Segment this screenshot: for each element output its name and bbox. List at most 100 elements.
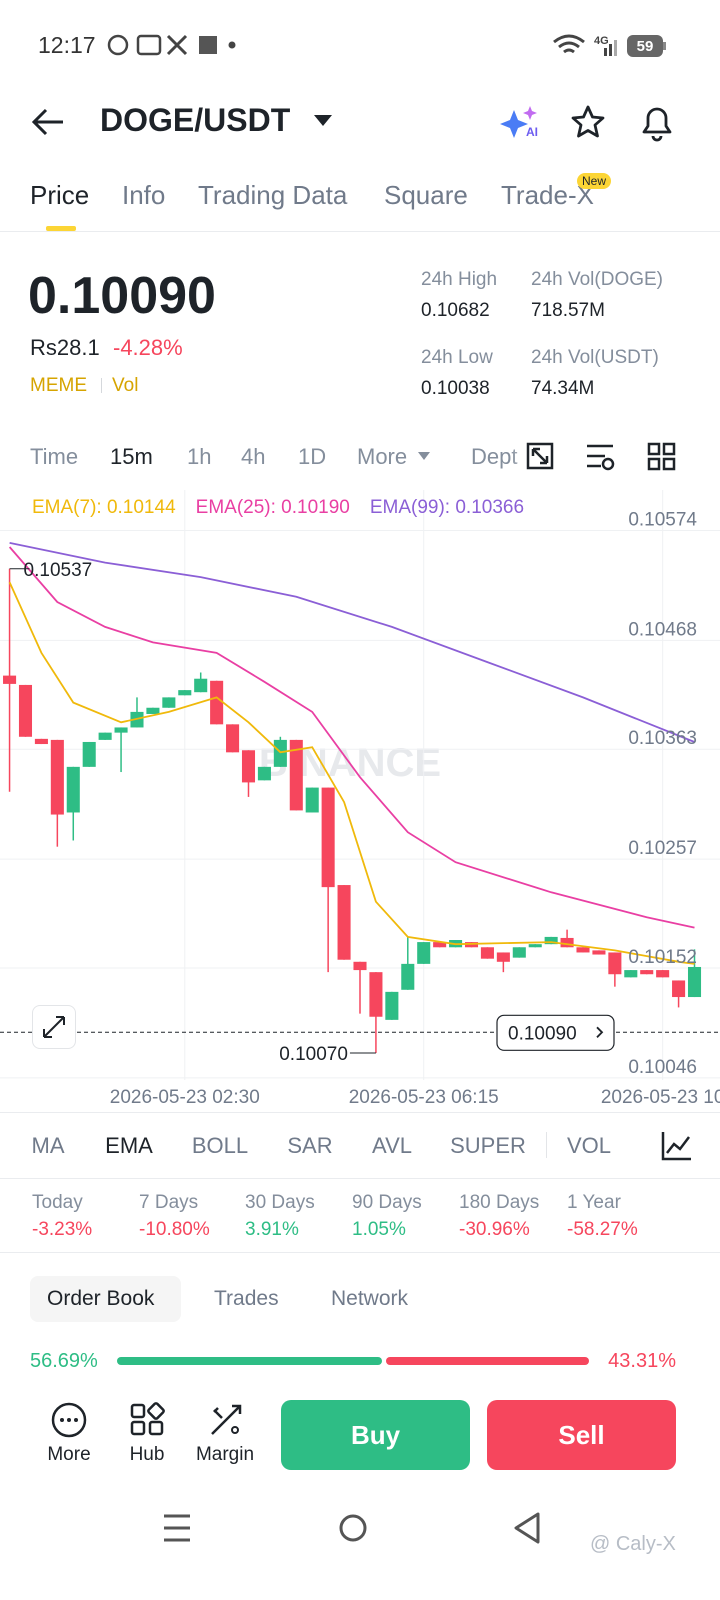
buy-button[interactable]: Buy	[281, 1400, 470, 1470]
candle-body	[353, 961, 367, 971]
buy-ratio: 56.69%	[30, 1350, 98, 1372]
divider	[0, 1252, 720, 1253]
y-tick-label: 0.10257	[628, 838, 697, 859]
high-annotation: 0.10537	[24, 560, 93, 581]
period-change: 1.05%	[352, 1219, 406, 1240]
indicator-settings[interactable]	[660, 1130, 694, 1162]
last-price: 0.10090	[28, 267, 216, 325]
nav-item[interactable]: Margin	[195, 1444, 255, 1465]
indicator[interactable]: EMA	[105, 1133, 153, 1158]
ema-line	[8, 581, 695, 965]
stat-label: 24h Vol(DOGE)	[531, 269, 663, 290]
battery-level: 59	[637, 38, 654, 55]
period-label: 7 Days	[139, 1192, 199, 1213]
period-label: 180 Days	[459, 1192, 540, 1213]
divider	[0, 1112, 720, 1113]
pair-title[interactable]: DOGE/USDT	[100, 102, 291, 138]
system-icons: 4G 59	[553, 34, 666, 57]
period-change: -30.96%	[459, 1219, 530, 1240]
candle-body	[226, 724, 240, 753]
sell-button[interactable]: Sell	[487, 1400, 676, 1470]
alert-button[interactable]	[638, 102, 676, 142]
indicator[interactable]: MA	[31, 1133, 65, 1158]
stat-label: 24h High	[421, 269, 498, 290]
book-tab[interactable]: Order Book	[47, 1287, 155, 1310]
candle-body	[337, 885, 351, 960]
pair-dropdown[interactable]	[312, 113, 334, 127]
indicator[interactable]: SUPER	[450, 1133, 526, 1158]
candle-body	[687, 966, 702, 998]
separator	[101, 378, 102, 393]
back-button[interactable]	[30, 104, 70, 140]
book-tab[interactable]: Trades	[214, 1287, 279, 1310]
candle-body	[401, 963, 415, 990]
y-tick-label: 0.10468	[628, 619, 697, 640]
divider	[0, 231, 720, 232]
candle-body	[417, 942, 431, 964]
candle-body	[512, 947, 526, 958]
interval[interactable]: 15m	[110, 444, 153, 469]
nav-item[interactable]: More	[47, 1444, 91, 1465]
svg-text:AI: AI	[526, 125, 538, 139]
interval[interactable]: 1h	[187, 444, 212, 469]
candle-body	[544, 936, 558, 945]
stat-label: 24h Low	[421, 347, 493, 368]
status-time: 12:17	[38, 32, 96, 58]
tag[interactable]: MEME	[30, 375, 87, 396]
fullscreen-button[interactable]	[32, 1005, 76, 1049]
indicator[interactable]: BOLL	[191, 1133, 249, 1158]
tab[interactable]: Square	[384, 180, 468, 210]
ai-button[interactable]: AI	[500, 104, 542, 140]
interval[interactable]: More	[357, 444, 408, 469]
period-label: 1 Year	[567, 1192, 621, 1213]
indicator[interactable]: AVL	[372, 1133, 412, 1158]
stat-label: 24h Vol(USDT)	[531, 347, 659, 368]
stat-value: 718.57M	[531, 300, 605, 321]
active-tab-bg	[30, 1276, 181, 1322]
separator	[546, 1132, 547, 1158]
interval[interactable]: 1D	[298, 444, 327, 469]
price-chart[interactable]: BINANCE 0.105740.104680.103630.102570.10…	[0, 488, 720, 1082]
ratio-sell	[386, 1357, 589, 1365]
candle-body	[82, 741, 96, 767]
sell-ratio: 43.31%	[608, 1350, 676, 1372]
indicator[interactable]: SAR	[287, 1133, 333, 1158]
candle-body	[289, 739, 303, 811]
favorite-button[interactable]	[570, 104, 606, 140]
ema-line	[8, 546, 695, 929]
candle-body	[146, 707, 160, 714]
candle-body	[34, 738, 48, 745]
tag[interactable]: Vol	[112, 375, 139, 396]
indicator[interactable]: VOL	[566, 1133, 612, 1158]
system-nav[interactable]	[150, 1508, 550, 1550]
y-tick-label: 0.10574	[628, 509, 697, 530]
y-tick-label: 0.10046	[628, 1057, 697, 1078]
interval[interactable]: 4h	[241, 444, 266, 469]
candle-body	[433, 942, 447, 948]
candle-body	[162, 697, 176, 708]
fiat-price: Rs28.1	[30, 335, 100, 360]
candle-body	[66, 766, 80, 813]
period-label: 90 Days	[352, 1192, 422, 1213]
interval[interactable]: Dept	[471, 444, 518, 469]
chart-tools[interactable]	[525, 440, 685, 474]
candle-body	[369, 972, 383, 1017]
book-tab[interactable]: Network	[331, 1287, 409, 1310]
ratio-bar	[117, 1357, 589, 1365]
buy-label[interactable]: Buy	[350, 1420, 401, 1450]
candle-body	[640, 970, 654, 975]
interval[interactable]: Time	[30, 444, 79, 469]
sell-label[interactable]: Sell	[558, 1420, 605, 1450]
legend-entry: EMA(25): 0.10190	[196, 497, 350, 518]
nav-item[interactable]: Hub	[129, 1444, 165, 1465]
stat-value: 0.10038	[421, 378, 490, 399]
ratio-buy	[117, 1357, 383, 1365]
candle-body	[576, 947, 590, 953]
low-annotation: 0.10070	[279, 1044, 348, 1065]
tab[interactable]: Price	[30, 180, 90, 210]
tab[interactable]: Info	[122, 180, 166, 210]
candle-body	[273, 739, 287, 767]
period-label: Today	[32, 1192, 83, 1213]
tab[interactable]: Trading Data	[198, 180, 348, 210]
